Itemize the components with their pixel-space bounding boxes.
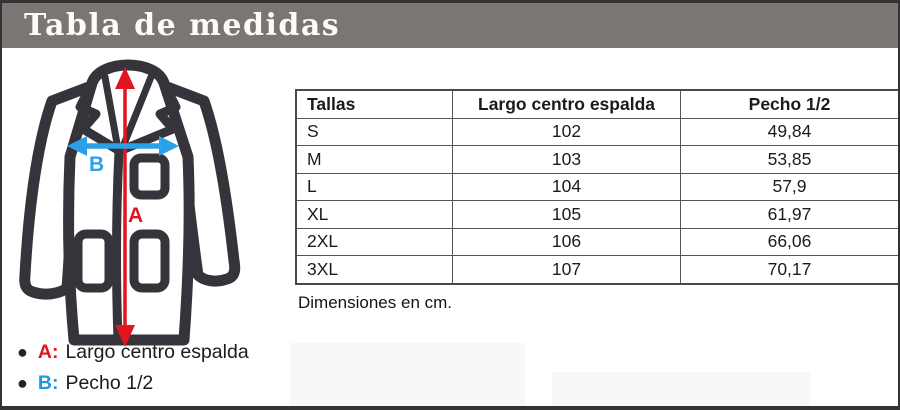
size-cell: L — [295, 172, 453, 201]
coat-collar-inner-left — [101, 73, 122, 153]
value-cell: 102 — [452, 117, 681, 146]
value-cell: 70,17 — [680, 255, 898, 284]
size-cell: 3XL — [295, 255, 453, 284]
value-cell: 107 — [452, 255, 681, 284]
value-cell: 53,85 — [680, 145, 898, 174]
size-cell: M — [295, 145, 453, 174]
diagram-label-a: A — [128, 204, 143, 227]
coat-lapel-left — [75, 78, 123, 155]
title-bar: Tabla de medidas — [2, 3, 898, 48]
table-row: XL 105 61,97 — [295, 200, 898, 229]
measure-arrow-a — [115, 67, 135, 347]
coat-chest-pocket — [129, 153, 170, 200]
legend-label-a: Largo centro espalda — [65, 341, 249, 363]
measurement-legend: ● A: Largo centro espalda ● B: Pecho 1/2 — [17, 341, 249, 403]
content-block — [552, 372, 810, 406]
content-block — [290, 343, 525, 406]
dimensions-note: Dimensiones en cm. — [298, 293, 453, 312]
legend-key-b: B: — [37, 372, 59, 394]
table-row: 2XL 106 66,06 — [295, 227, 898, 256]
value-cell: 57,9 — [680, 172, 898, 201]
value-cell: 61,97 — [680, 200, 898, 229]
bullet-icon: ● — [17, 342, 28, 362]
table-row: 3XL 107 70,17 — [295, 255, 898, 284]
table-row: L 104 57,9 — [295, 172, 898, 201]
column-header-largo: Largo centro espalda — [452, 89, 681, 119]
coat-collar-inner-right — [118, 73, 155, 153]
value-cell: 106 — [452, 227, 681, 256]
value-cell: 49,84 — [680, 117, 898, 146]
size-cell: 2XL — [295, 227, 453, 256]
coat-diagram: B A — [12, 53, 272, 353]
value-cell: 104 — [452, 172, 681, 201]
column-header-tallas: Tallas — [295, 89, 453, 119]
legend-label-b: Pecho 1/2 — [65, 372, 154, 394]
value-cell: 105 — [452, 200, 681, 229]
coat-hip-pocket-left — [73, 229, 114, 293]
legend-item-b: ● B: Pecho 1/2 — [17, 372, 249, 403]
value-cell: 66,06 — [680, 227, 898, 256]
diagram-label-b: B — [89, 153, 104, 176]
measure-arrow-b — [67, 136, 179, 156]
legend-key-a: A: — [37, 341, 59, 363]
value-cell: 103 — [452, 145, 681, 174]
table-row: S 102 49,84 — [295, 117, 898, 146]
table-row: M 103 53,85 — [295, 145, 898, 174]
bullet-icon: ● — [17, 373, 28, 393]
coat-lapel-right — [117, 78, 181, 155]
page-title: Tabla de medidas — [24, 8, 341, 43]
legend-item-a: ● A: Largo centro espalda — [17, 341, 249, 372]
size-cell: S — [295, 117, 453, 146]
size-table-body: S 102 49,84 M 103 53,85 L 104 57,9 XL 105 61,97 2XL 1… — [295, 117, 898, 284]
coat-diagram-svg: B A — [19, 59, 241, 347]
coat-hip-pocket-right — [129, 229, 170, 293]
size-cell: XL — [295, 200, 453, 229]
table-header-row: Tallas Largo centro espalda Pecho 1/2 — [295, 89, 898, 119]
coat-front-opening — [112, 146, 124, 344]
column-header-pecho: Pecho 1/2 — [680, 89, 898, 119]
